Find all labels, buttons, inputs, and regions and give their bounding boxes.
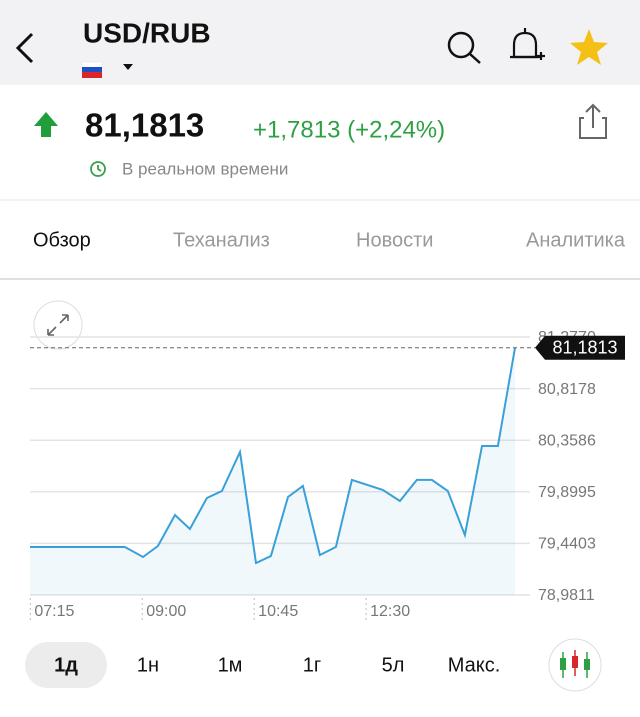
back-button[interactable]	[15, 32, 34, 64]
pair-title: USD/RUB	[83, 17, 211, 48]
range-button[interactable]: Макс.	[448, 654, 501, 676]
chart-type-button[interactable]	[548, 638, 602, 692]
tab[interactable]: Новости	[356, 229, 433, 251]
y-tick-label: 79,8995	[538, 484, 596, 501]
price: 81,1813	[85, 107, 204, 144]
up-arrow	[34, 112, 58, 137]
current-badge	[535, 335, 625, 360]
x-tick-label: 10:45	[258, 603, 298, 620]
bell-icon[interactable]	[510, 28, 545, 60]
range-button[interactable]: 1д	[54, 654, 78, 676]
range-selected	[25, 642, 107, 688]
range-button[interactable]: 5л	[382, 654, 405, 676]
tab[interactable]: Теханализ	[173, 229, 270, 251]
y-tick-label: 78,9811	[538, 587, 595, 604]
range-button[interactable]: 1г	[303, 654, 321, 676]
top-bar	[0, 0, 640, 85]
range-button[interactable]: 1н	[137, 654, 159, 676]
chart: 78,981179,440379,899580,358680,817881,27…	[29, 329, 625, 621]
y-tick-label: 80,3586	[538, 432, 596, 449]
y-tick-label: 79,4403	[538, 536, 596, 553]
realtime-status: В реальном времени	[122, 159, 288, 178]
tab-bar: Обзор Теханализ Новости Аналитика	[33, 229, 626, 251]
x-tick-label: 09:00	[146, 603, 186, 620]
flag[interactable]	[81, 61, 133, 78]
x-tick-label: 07:15	[34, 603, 74, 620]
clock-icon	[90, 161, 106, 177]
range-button[interactable]: 1м	[218, 654, 243, 676]
current-label: 81,1813	[552, 338, 617, 358]
area-fill	[30, 347, 515, 595]
expand-button[interactable]	[33, 300, 83, 350]
price-line	[30, 347, 516, 565]
share-icon[interactable]	[579, 103, 607, 139]
range-bar: 1д 1н 1м 1г 5л Макс.	[25, 642, 500, 688]
price-change: +1,7813 (+2,24%)	[253, 116, 445, 143]
favorite-star[interactable]	[570, 29, 608, 65]
x-tick-label: 12:30	[370, 603, 410, 620]
search-icon[interactable]	[447, 31, 481, 64]
tab[interactable]: Обзор	[33, 229, 91, 251]
y-tick-label: 80,8178	[538, 381, 596, 398]
tab[interactable]: Аналитика	[526, 229, 626, 251]
